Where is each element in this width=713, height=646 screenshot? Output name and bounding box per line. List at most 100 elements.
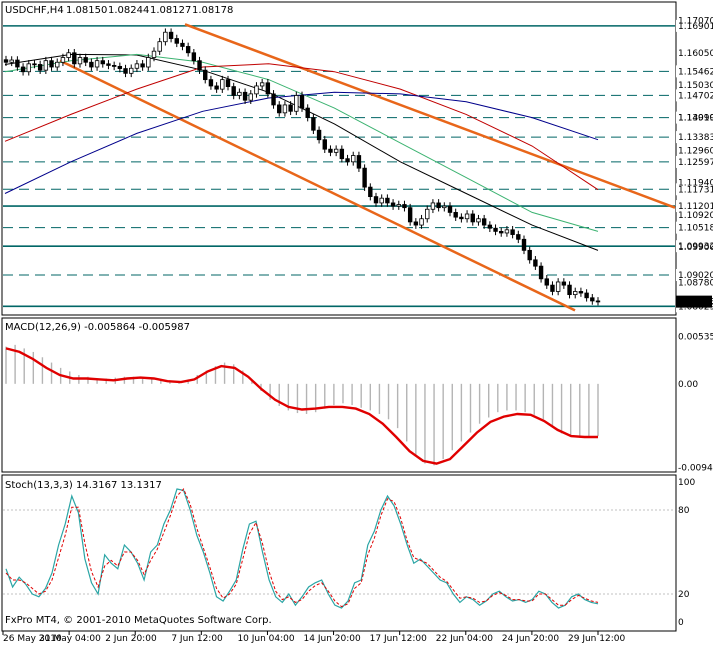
candle-body (225, 79, 231, 88)
candle-body (134, 63, 140, 69)
candle-body (66, 52, 71, 58)
candle-body (407, 207, 413, 223)
macd-axis-label: 0.00 (678, 380, 698, 390)
price-scale-tick-label: 1.09900 (678, 243, 713, 253)
candle-body (197, 60, 202, 71)
candle-body (584, 292, 589, 299)
candle-body (555, 281, 561, 292)
candle-body (208, 79, 214, 87)
price-level-tag (676, 155, 712, 168)
candle-body (9, 59, 14, 63)
candle-body (550, 284, 555, 292)
candle-body (271, 93, 276, 106)
price-scale-tick-label: 1.15030 (678, 81, 713, 91)
time-axis-label: 10 Jun 04:00 (237, 634, 294, 644)
candle-body (544, 278, 549, 286)
macd-signal-line (5, 347, 598, 465)
candle-body (390, 202, 396, 207)
price-level-label: 1.09020 (678, 271, 713, 281)
quote-open: 1.08150 (66, 5, 107, 16)
candle-body (385, 197, 390, 204)
price-level-tag (676, 111, 712, 124)
candle-body (368, 186, 373, 198)
candle-body (510, 229, 515, 235)
candle-body (146, 57, 151, 68)
price-scale-tick-label: 1.14010 (678, 113, 713, 123)
candle-body (294, 95, 299, 112)
stoch-panel (1, 474, 677, 632)
candle-body (129, 67, 134, 74)
candle-body (3, 59, 9, 63)
candle-body (516, 234, 521, 240)
price-level-tag (676, 269, 712, 282)
candle-body (573, 291, 578, 296)
candle-body (220, 79, 225, 90)
candle-body (345, 158, 350, 163)
candle-body (527, 249, 532, 261)
candle-body (419, 218, 424, 226)
current-price-tag (676, 295, 712, 308)
candle-body (481, 218, 487, 226)
candle-body (20, 66, 26, 73)
candle-body (453, 212, 458, 218)
candle-body (373, 196, 379, 204)
candle-body (316, 129, 322, 141)
candle-body (163, 31, 168, 43)
candle-body (299, 95, 305, 109)
macd-panel (1, 317, 677, 473)
price-level-tag (676, 221, 712, 234)
candle-body (311, 117, 316, 131)
candle-body (470, 213, 475, 223)
candle-body (111, 65, 117, 67)
candle-body (185, 46, 191, 54)
candle-body (578, 291, 584, 294)
candle-body (49, 60, 54, 68)
stoch-axis-label: 20 (678, 590, 690, 600)
quote-high: 1.08244 (108, 5, 149, 16)
candle-body (106, 63, 111, 66)
candle-body (436, 202, 441, 209)
candle-body (265, 82, 271, 95)
candle-body (356, 155, 362, 169)
price-level-label: 1.14702 (678, 91, 713, 101)
price-level-label: 1.09932 (678, 242, 713, 252)
candle-body (499, 230, 504, 234)
stoch-axis-label: 80 (678, 506, 690, 516)
time-axis-label: 29 Jun 12:00 (568, 634, 625, 644)
candle-body (77, 57, 83, 65)
candle-body (288, 104, 293, 112)
price-level-label: 1.11731 (678, 185, 713, 195)
candle-body (328, 148, 333, 153)
trend-channel-upper (184, 23, 676, 209)
candle-body (140, 63, 145, 68)
time-axis-label: 24 Jun 20:00 (502, 634, 559, 644)
price-level-tag (676, 19, 712, 32)
candle-body (15, 59, 20, 68)
macd-axis-label: -0.00943 (678, 463, 713, 473)
candle-body (339, 148, 345, 160)
candle-body (37, 64, 43, 71)
price-level-tag (676, 240, 712, 253)
candle-body (117, 65, 123, 69)
candle-body (464, 213, 470, 220)
price-level-label: 1.12597 (678, 158, 713, 168)
price-scale-tick-label: 1.16050 (678, 49, 713, 59)
candle-body (590, 297, 595, 302)
candle-body (203, 69, 208, 81)
candle-body (157, 41, 162, 52)
price-scale-tick-label: 1.17070 (678, 17, 713, 27)
candle-body (504, 229, 510, 234)
stoch-axis-label: 100 (678, 478, 695, 488)
price-level-tag (676, 89, 712, 102)
candle-body (168, 31, 174, 39)
candle-body (442, 205, 447, 209)
candle-body (322, 139, 327, 150)
price-level-label: 1.13999 (678, 114, 713, 124)
candle-body (259, 82, 265, 87)
candle-body (180, 42, 185, 47)
candle-body (379, 197, 384, 204)
stoch-main-line (5, 488, 599, 609)
copyright-footer: FxPro MT4, © 2001-2010 MetaQuotes Softwa… (5, 615, 272, 626)
time-axis-label: 7 Jun 12:00 (171, 634, 223, 644)
